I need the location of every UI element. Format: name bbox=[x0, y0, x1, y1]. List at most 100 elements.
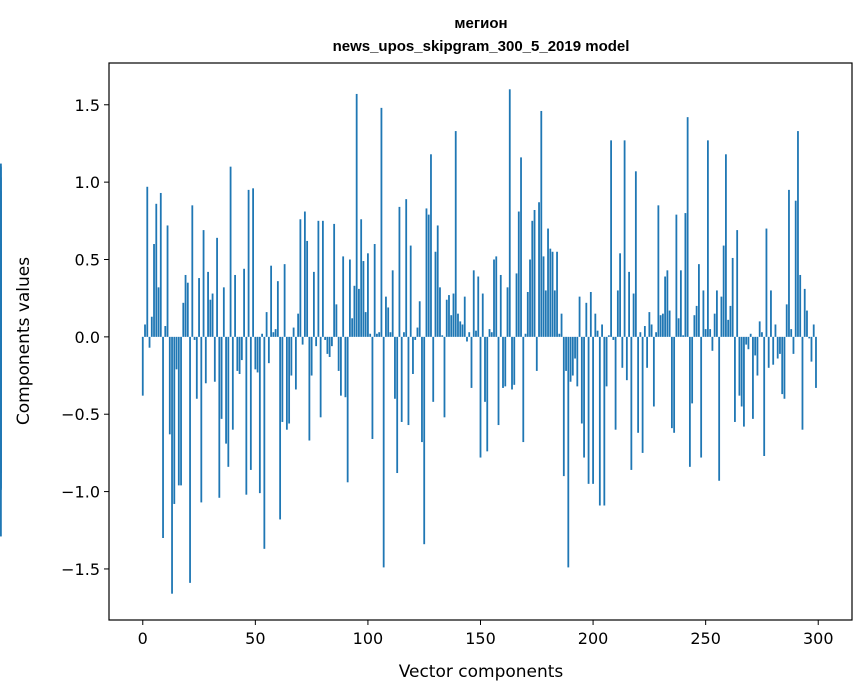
bar-267 bbox=[743, 336, 745, 427]
bar-27 bbox=[202, 230, 205, 337]
bar-239 bbox=[679, 270, 682, 337]
bar-125 bbox=[423, 336, 426, 545]
bar-211 bbox=[616, 290, 619, 337]
bar-98 bbox=[362, 261, 365, 337]
bar-7 bbox=[157, 287, 160, 337]
bar-231 bbox=[661, 313, 664, 337]
bar-28 bbox=[204, 336, 207, 384]
bar-217 bbox=[630, 336, 633, 470]
bar-134 bbox=[443, 336, 446, 418]
bar-69 bbox=[297, 313, 300, 337]
bar-15 bbox=[175, 336, 178, 370]
bar-140 bbox=[457, 313, 459, 337]
bar-undefined bbox=[0, 244, 2, 337]
bar-245 bbox=[693, 315, 696, 337]
bar-234 bbox=[668, 310, 671, 337]
bar-152 bbox=[484, 336, 486, 402]
bar-58 bbox=[272, 332, 275, 337]
bar-262 bbox=[731, 257, 734, 337]
bar-166 bbox=[515, 273, 518, 337]
bar-279 bbox=[770, 290, 772, 337]
bar-68 bbox=[294, 336, 297, 390]
bar-66 bbox=[290, 336, 293, 376]
bar-261 bbox=[729, 305, 732, 337]
bar-93 bbox=[351, 318, 354, 337]
x-axis-label: Vector components bbox=[399, 662, 564, 682]
bar-164 bbox=[511, 336, 513, 390]
bar-120 bbox=[412, 336, 414, 374]
bar-263 bbox=[734, 336, 736, 422]
bar-79 bbox=[319, 336, 322, 418]
bar-62 bbox=[281, 336, 284, 422]
bar-56 bbox=[267, 336, 270, 364]
x-tick-label-300: 300 bbox=[803, 629, 834, 648]
y-tick-label-0: 0.0 bbox=[75, 328, 100, 347]
bar-61 bbox=[279, 336, 282, 520]
bar-147 bbox=[472, 270, 475, 337]
bar-255 bbox=[716, 290, 718, 337]
bar-193 bbox=[576, 336, 579, 387]
bar-29 bbox=[207, 271, 209, 337]
bar-197 bbox=[585, 302, 588, 337]
bar-184 bbox=[556, 251, 558, 337]
bar-39 bbox=[229, 166, 232, 337]
bar-283 bbox=[779, 336, 781, 354]
bar-257 bbox=[720, 296, 723, 337]
bar-270 bbox=[749, 333, 752, 337]
bar-175 bbox=[535, 336, 538, 371]
bar-201 bbox=[594, 313, 597, 337]
bar-195 bbox=[580, 336, 583, 424]
bar-36 bbox=[222, 287, 225, 337]
bar-168 bbox=[520, 157, 522, 337]
bar-43 bbox=[238, 336, 241, 374]
bar-12 bbox=[168, 336, 171, 435]
bar-undefined bbox=[0, 336, 2, 359]
bar-179 bbox=[544, 290, 547, 337]
bar-1 bbox=[144, 324, 146, 337]
bar-259 bbox=[725, 154, 727, 337]
bar-84 bbox=[331, 336, 333, 347]
bar-127 bbox=[427, 214, 430, 337]
bar-60 bbox=[276, 281, 279, 337]
bar-76 bbox=[312, 271, 315, 337]
bar-183 bbox=[553, 290, 556, 337]
bar-294 bbox=[803, 288, 806, 337]
bar-230 bbox=[659, 315, 662, 337]
chart-title-line1: мегион bbox=[454, 15, 507, 32]
bar-99 bbox=[364, 312, 367, 337]
bar-159 bbox=[499, 274, 502, 337]
bar-170 bbox=[524, 333, 527, 337]
bar-9 bbox=[162, 336, 164, 538]
bar-111 bbox=[391, 270, 394, 337]
bar-250 bbox=[704, 329, 707, 337]
bar-289 bbox=[792, 336, 795, 354]
bar-4 bbox=[150, 316, 153, 337]
bar-114 bbox=[398, 206, 401, 337]
bar-240 bbox=[682, 335, 685, 337]
bar-273 bbox=[756, 336, 759, 376]
bar-64 bbox=[285, 336, 288, 430]
bar-248 bbox=[700, 336, 703, 458]
bar-275 bbox=[761, 332, 763, 337]
bar-157 bbox=[495, 256, 498, 337]
bar-200 bbox=[592, 336, 594, 484]
bar-145 bbox=[468, 332, 471, 337]
x-tick-label-250: 250 bbox=[690, 629, 721, 648]
bar-102 bbox=[371, 336, 374, 439]
bar-90 bbox=[344, 336, 347, 398]
bar-177 bbox=[540, 110, 543, 337]
bar-199 bbox=[589, 291, 592, 337]
bar-258 bbox=[722, 245, 725, 337]
bar-82 bbox=[326, 336, 329, 354]
bar-238 bbox=[677, 318, 680, 337]
bar-180 bbox=[547, 228, 549, 337]
bar-192 bbox=[574, 336, 576, 359]
bar-72 bbox=[303, 211, 306, 337]
bar-286 bbox=[785, 304, 788, 337]
bar-97 bbox=[360, 219, 363, 337]
bar-74 bbox=[308, 336, 311, 441]
bar-202 bbox=[596, 330, 599, 337]
bar-52 bbox=[258, 336, 261, 494]
bar-50 bbox=[254, 336, 257, 370]
bar-10 bbox=[164, 326, 167, 337]
